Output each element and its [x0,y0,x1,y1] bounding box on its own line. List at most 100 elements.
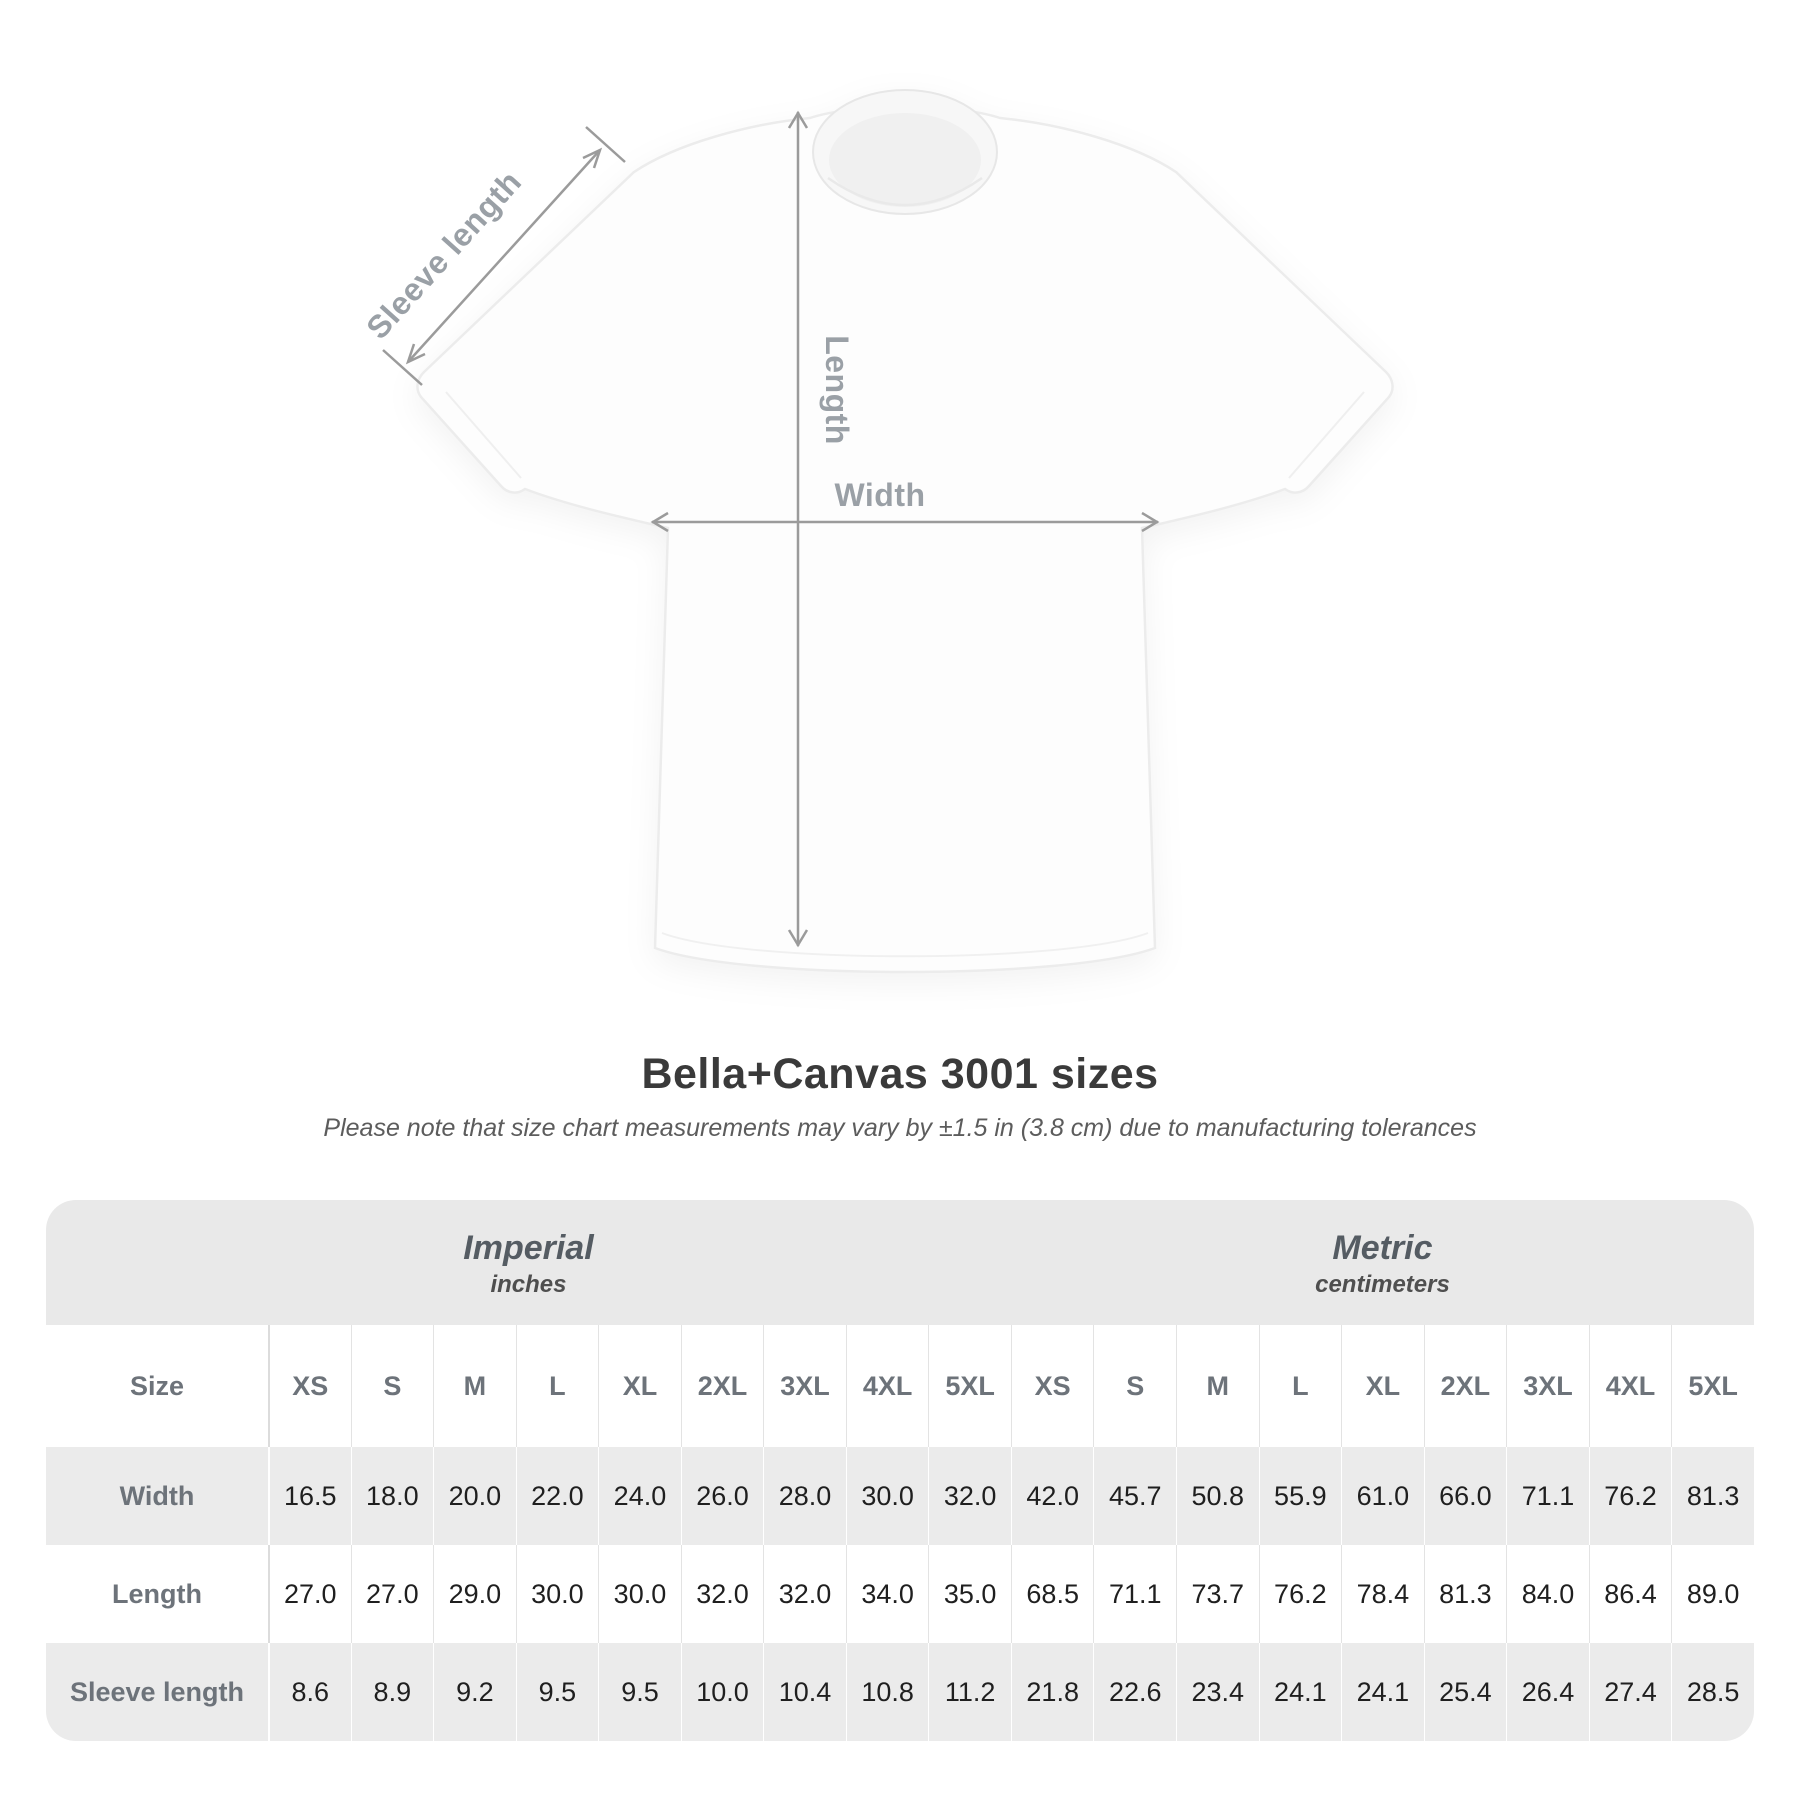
table-cell: 30.0 [598,1545,681,1643]
table-cell: 55.9 [1258,1447,1342,1545]
table-cell: 24.0 [598,1447,681,1545]
size-table: Imperial inches Metric centimeters Size … [46,1200,1754,1741]
table-cell: 10.8 [845,1643,929,1741]
collar-band-edge [827,176,983,207]
table-cell: 22.6 [1093,1643,1176,1741]
size-column-header: M [1176,1325,1259,1447]
imperial-unit-label: inches [490,1271,567,1299]
size-column-header: 3XL [763,1325,846,1447]
size-header-row: Size XS S M L XL 2XL 3XL 4XL 5XL XS S M L XL 2XL 3XL 4XL… [46,1325,1754,1447]
table-cell: 32.0 [763,1545,846,1643]
size-column-header: S [350,1325,434,1447]
row-label: Width [119,1480,195,1511]
table-cell: 76.2 [1588,1447,1672,1545]
size-column-header: L [1258,1325,1342,1447]
size-column-header: 2XL [1423,1325,1507,1447]
size-table-card: Imperial inches Metric centimeters Size … [46,1200,1754,1741]
imperial-group-header: Imperial inches [46,1200,1011,1325]
metric-unit-label: centimeters [1315,1271,1450,1299]
left-cuff-seam [445,391,522,479]
table-cell: 32.0 [680,1545,764,1643]
size-column-header: XL [1341,1325,1424,1447]
table-cell: 8.6 [268,1643,351,1741]
table-cell: 81.3 [1671,1447,1754,1545]
table-cell: 16.5 [268,1447,351,1545]
row-label: Length [112,1578,202,1609]
width-label: Width [834,477,925,513]
unit-group-row: Imperial inches Metric centimeters [46,1200,1754,1325]
size-column-header: 4XL [845,1325,929,1447]
table-cell: 27.0 [350,1545,434,1643]
size-column-header: S [1093,1325,1177,1447]
table-cell: 21.8 [1010,1643,1094,1741]
table-cell: 18.0 [350,1447,434,1545]
size-column-header: XS [268,1325,351,1447]
row-label: Sleeve length [69,1676,245,1707]
tolerance-note: Please note that size chart measurements… [323,1114,1477,1142]
table-cell: 81.3 [1423,1545,1507,1643]
table-cell: 20.0 [433,1447,516,1545]
size-column-header: L [515,1325,599,1447]
metric-label: Metric [1332,1228,1433,1267]
table-cell: 25.4 [1423,1643,1507,1741]
table-cell: 76.2 [1258,1545,1342,1643]
table-cell: 71.1 [1093,1545,1176,1643]
table-row: Width 16.5 18.0 20.0 22.0 24.0 26.0 28.0 30.0 32.… [46,1447,1754,1545]
table-cell: 23.4 [1176,1643,1259,1741]
table-cell: 35.0 [928,1545,1011,1643]
table-cell: 24.1 [1258,1643,1342,1741]
metric-group-header: Metric centimeters [1010,1200,1754,1325]
imperial-label: Imperial [463,1228,594,1267]
table-cell: 30.0 [515,1545,599,1643]
table-cell: 50.8 [1176,1447,1259,1545]
size-column-header: XS [1010,1325,1094,1447]
tshirt-body [416,105,1394,974]
table-cell: 61.0 [1341,1447,1424,1545]
table-cell: 9.5 [598,1643,681,1741]
tshirt-graphic [416,89,1394,974]
table-cell: 71.1 [1506,1447,1589,1545]
table-cell: 24.1 [1341,1643,1424,1741]
table-cell: 28.0 [763,1447,846,1545]
measurement-arrows [382,110,1160,948]
size-column-header: 5XL [928,1325,1011,1447]
length-label: Length [819,335,855,445]
table-cell: 34.0 [845,1545,929,1643]
size-column-header: XL [598,1325,681,1447]
table-cell: 29.0 [433,1545,516,1643]
table-cell: 32.0 [928,1447,1011,1545]
table-cell: 10.4 [763,1643,846,1741]
table-cell: 26.0 [680,1447,764,1545]
table-cell: 84.0 [1506,1545,1589,1643]
table-cell: 22.0 [515,1447,599,1545]
table-cell: 68.5 [1010,1545,1094,1643]
size-column-header: 4XL [1588,1325,1672,1447]
table-cell: 45.7 [1093,1447,1176,1545]
size-column-header: 3XL [1506,1325,1589,1447]
table-cell: 73.7 [1176,1545,1259,1643]
table-cell: 42.0 [1010,1447,1094,1545]
table-cell: 66.0 [1423,1447,1507,1545]
right-cuff-seam [1288,391,1365,479]
table-cell: 86.4 [1588,1545,1672,1643]
table-cell: 26.4 [1506,1643,1589,1741]
table-cell: 10.0 [680,1643,764,1741]
width-arrow [650,511,1160,533]
table-cell: 8.9 [350,1643,434,1741]
length-arrow [787,110,809,948]
table-cell: 89.0 [1671,1545,1754,1643]
size-corner-header: Size [46,1325,268,1447]
table-cell: 27.0 [268,1545,351,1643]
table-row: Sleeve length 8.6 8.9 9.2 9.5 9.5 10.0 10.4 10.8… [46,1643,1754,1741]
table-row: Length 27.0 27.0 29.0 30.0 30.0 32.0 32.0 34.0 35… [46,1545,1754,1643]
table-cell: 27.4 [1588,1643,1672,1741]
table-cell: 78.4 [1341,1545,1424,1643]
table-cell: 11.2 [928,1643,1011,1741]
size-column-header: 2XL [680,1325,764,1447]
table-cell: 30.0 [845,1447,929,1545]
page-title: Bella+Canvas 3001 sizes [641,1050,1159,1098]
sleeve-length-arrow [382,126,626,386]
table-cell: 9.5 [515,1643,599,1741]
collar-opening [829,113,981,207]
